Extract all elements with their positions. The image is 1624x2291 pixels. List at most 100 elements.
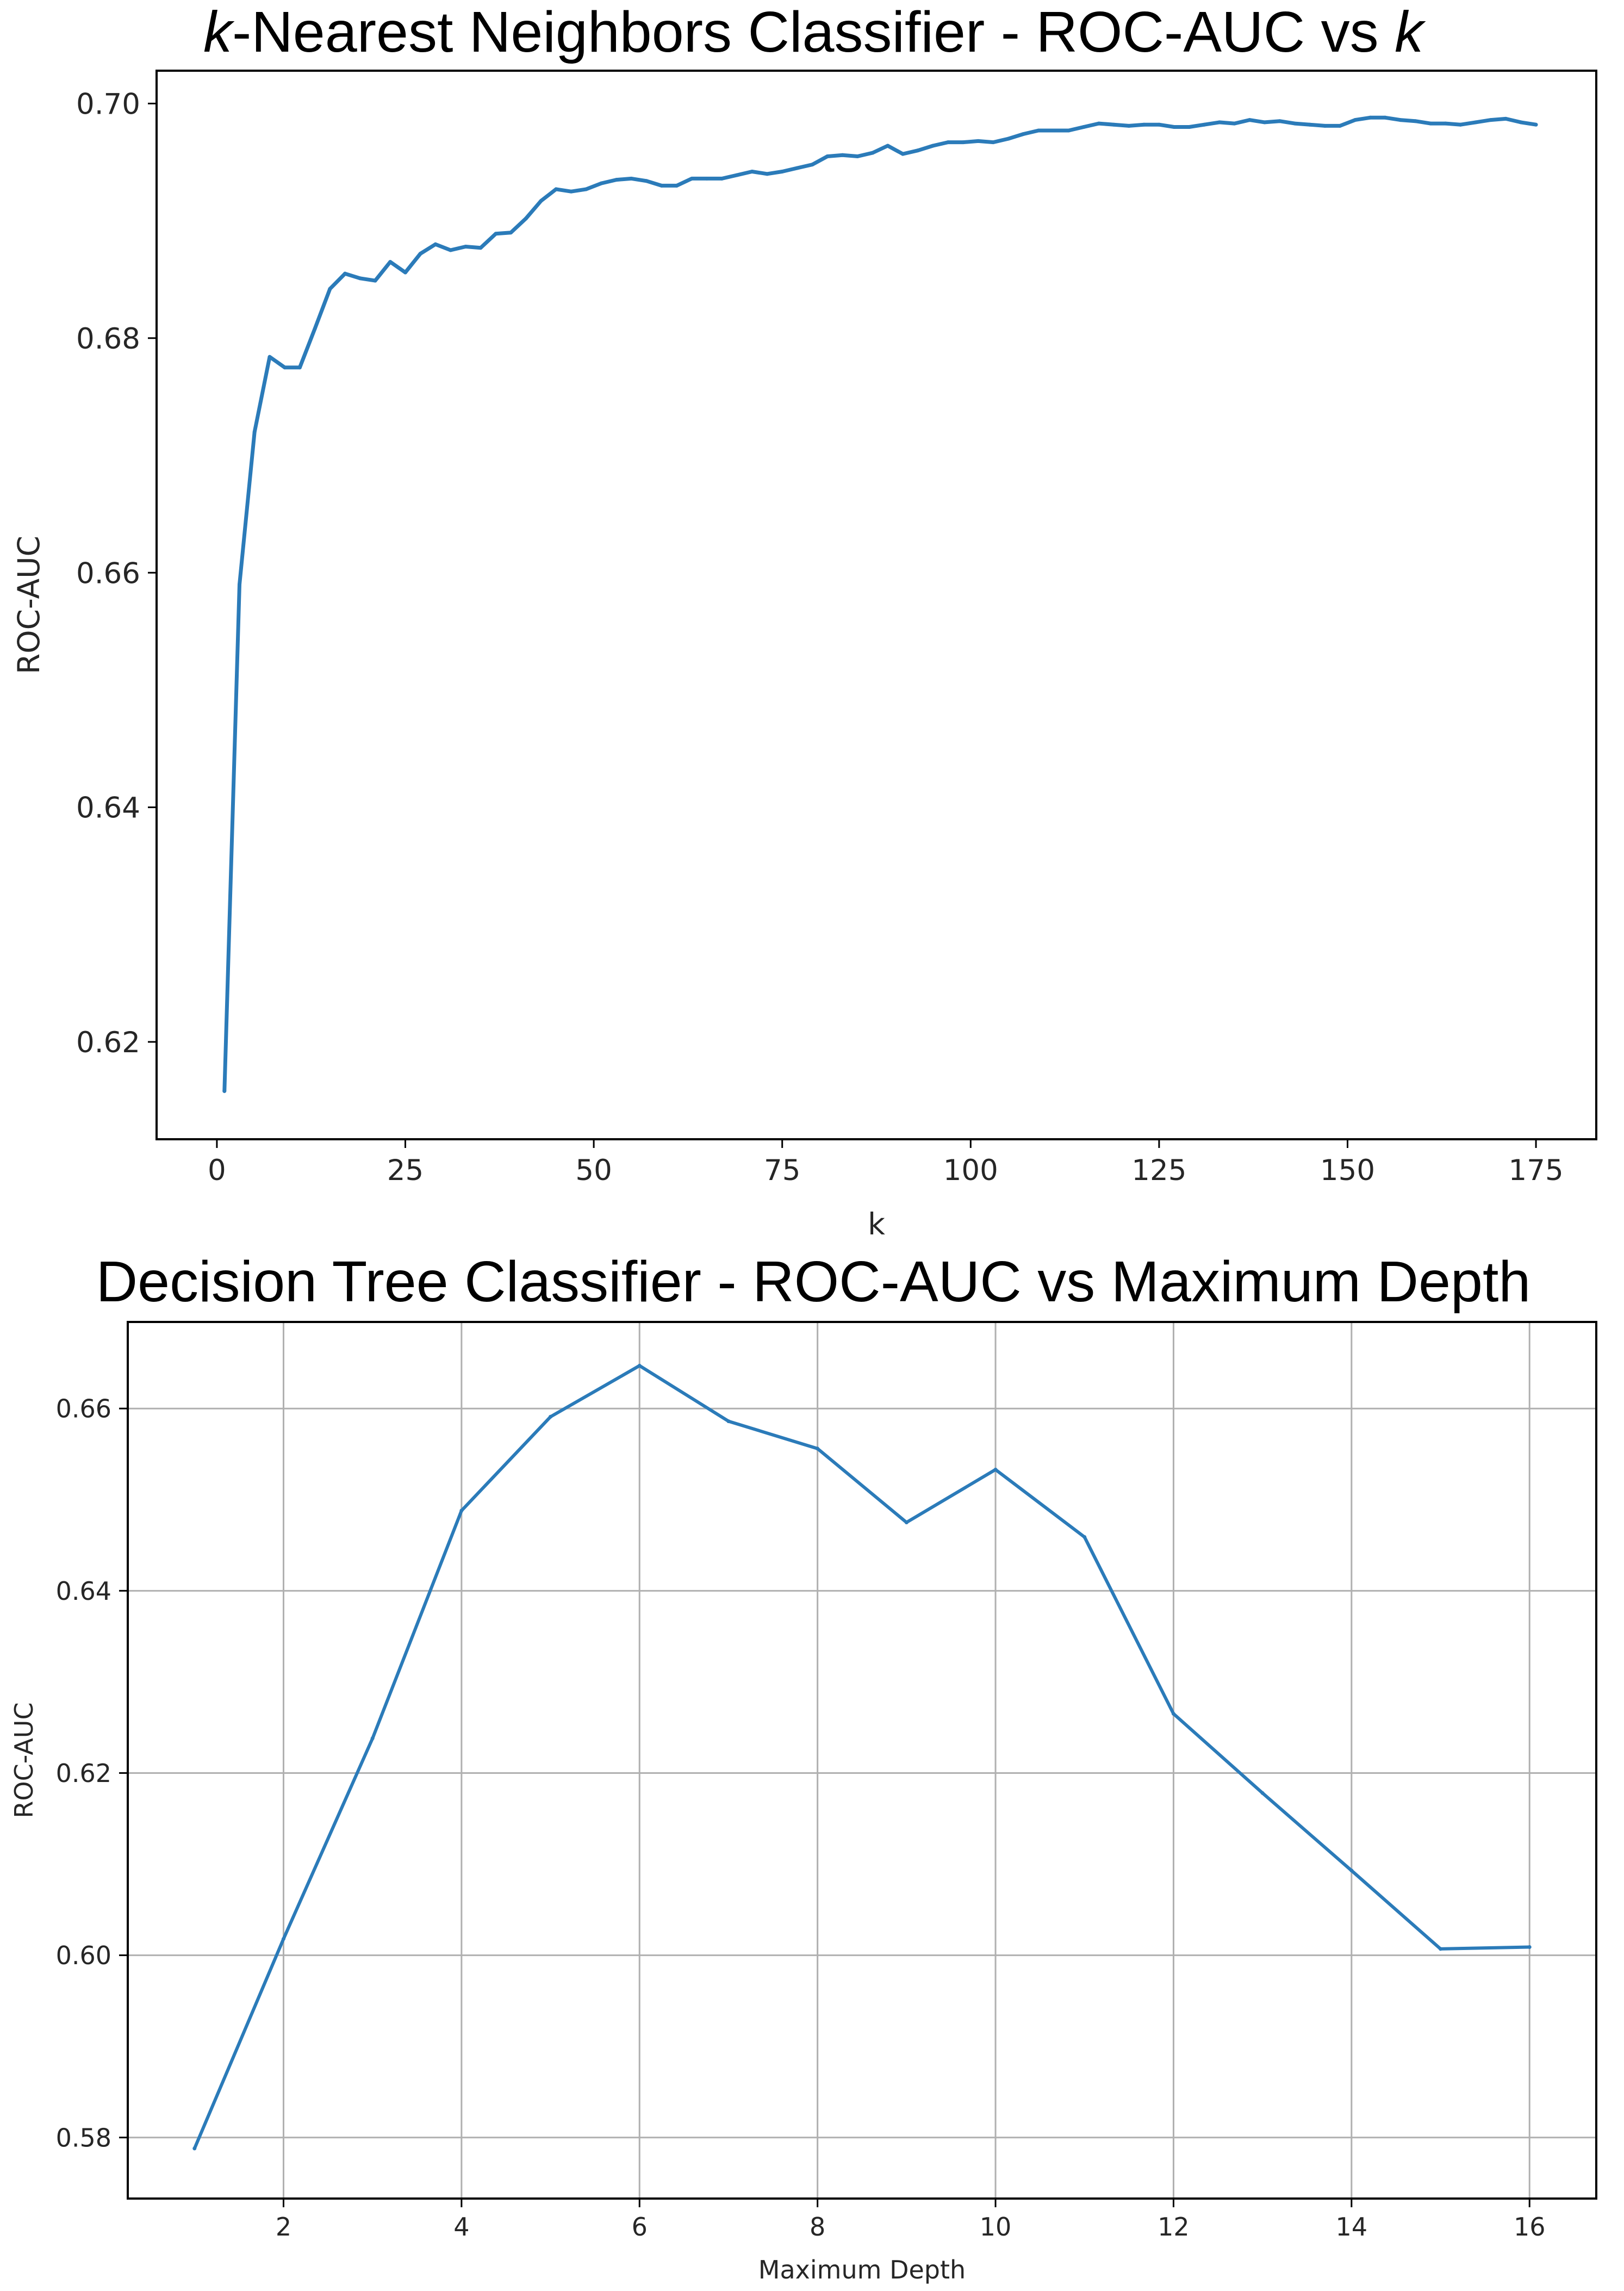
x-tick-label: 2 [276,2212,291,2242]
data-point [403,270,408,275]
data-point [705,176,709,181]
data-point [313,327,317,331]
data-point [629,176,633,181]
knn-title-k-suffix: k [1395,0,1426,64]
data-point [1398,118,1403,122]
knn-x-ticks: 0 25 50 75 100 125 150 175 [208,1139,1564,1187]
data-point [1534,122,1538,127]
x-tick-label: 150 [1320,1154,1375,1187]
x-tick-label: 16 [1514,2212,1546,2242]
data-point [238,582,242,587]
dt-y-ticks: 0.58 0.60 0.62 0.64 0.66 [56,1394,128,2152]
data-point [539,198,543,203]
data-point [599,181,603,185]
data-point [494,232,498,236]
data-point [901,152,905,156]
x-tick-label: 50 [575,1154,612,1187]
x-tick-label: 100 [943,1154,998,1187]
data-point [1519,120,1523,125]
x-tick-label: 12 [1158,2212,1190,2242]
data-point [1439,1947,1443,1951]
dt-roc-auc-line [193,1364,1530,2149]
data-point [343,271,347,276]
data-point [1458,122,1463,127]
data-point [433,242,438,246]
data-point [358,276,362,281]
data-point [463,245,468,249]
data-point [509,231,513,235]
data-point [855,154,860,158]
data-point [449,248,453,252]
dt-y-axis-label: ROC-AUC [9,1702,39,1818]
x-tick-label: 10 [980,2212,1012,2242]
data-point [297,365,302,370]
data-point [795,166,799,170]
knn-chart: k-Nearest Neighbors Classifier - ROC-AUC… [11,0,1597,1241]
data-point [1278,119,1282,123]
data-point [524,216,528,221]
dt-gridlines [128,1322,1596,2199]
data-point [252,430,257,434]
data-point [1127,123,1131,128]
y-tick-label: 0.60 [56,1941,111,1970]
knn-y-ticks: 0.62 0.64 0.66 0.68 0.70 [76,88,157,1059]
data-point [931,144,935,148]
knn-roc-auc-line [222,115,1536,1091]
data-point [1142,122,1146,127]
data-point [1171,1712,1175,1716]
data-point [478,246,483,250]
data-point [976,139,980,143]
x-tick-label: 4 [453,2212,469,2242]
data-point [825,154,830,158]
knn-x-axis-label: k [868,1207,885,1241]
decision-tree-chart: Decision Tree Classifier - ROC-AUC vs Ma… [9,1250,1597,2284]
data-point [1247,118,1252,122]
data-point [1021,132,1025,136]
data-point [946,140,950,145]
x-tick-label: 125 [1131,1154,1186,1187]
knn-data-points [222,115,1538,1094]
dt-data-points [192,1363,1532,2151]
y-tick-label: 0.62 [56,1759,111,1788]
data-point [1292,121,1297,126]
data-point [1338,123,1342,128]
data-point [991,140,995,145]
y-tick-label: 0.62 [76,1026,140,1059]
data-point [192,2146,197,2151]
knn-title-k-prefix: k [203,0,235,64]
data-point [916,148,920,153]
x-tick-label: 25 [387,1154,424,1187]
dt-plot-frame [127,1321,1597,2200]
data-point [1081,125,1086,129]
knn-y-axis-label: ROC-AUC [11,536,46,674]
data-point [1082,1535,1087,1539]
data-point [1383,115,1387,120]
data-point [841,153,845,157]
data-point [614,178,619,182]
knn-title-middle: -Nearest Neighbors Classifier - ROC-AUC … [232,0,1395,64]
data-point [1473,120,1478,125]
data-point [1006,136,1011,141]
data-point [1368,115,1372,120]
data-point [1051,128,1056,133]
data-point [1172,125,1177,129]
y-tick-label: 0.66 [76,557,140,590]
x-tick-label: 8 [810,2212,825,2242]
data-point [370,1736,375,1741]
y-tick-label: 0.66 [56,1394,111,1424]
data-point [1217,120,1222,125]
knn-plot-frame [155,70,1597,1140]
data-point [281,1936,285,1941]
data-point [870,151,875,155]
data-point [735,173,739,177]
y-tick-label: 0.68 [76,322,140,356]
data-point [780,169,785,173]
data-point [1504,116,1508,121]
data-point [961,140,965,145]
data-point [1349,1868,1354,1873]
data-point [659,183,664,188]
y-tick-label: 0.64 [76,792,140,825]
data-point [1233,121,1237,126]
data-point [222,1089,227,1094]
